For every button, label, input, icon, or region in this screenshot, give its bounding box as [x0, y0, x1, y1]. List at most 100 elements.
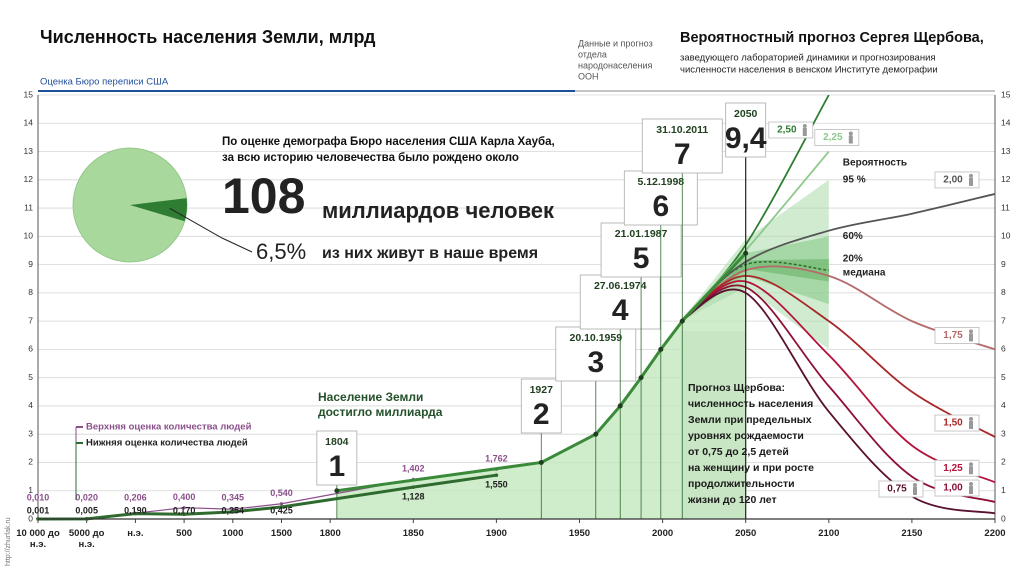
person-icon: [848, 135, 853, 144]
y-tick-label: 1: [1001, 485, 1006, 495]
milestone-date: 2050: [734, 108, 758, 120]
milestone-date: 1804: [325, 436, 349, 448]
milestone-date: 5.12.1998: [637, 176, 684, 188]
person-icon: [969, 482, 973, 487]
milestone-date: 21.01.1987: [615, 228, 668, 240]
legend-label: Нижняя оценка количества людей: [86, 438, 248, 449]
un-label: Данные и прогноз: [578, 38, 653, 48]
pie-value-label: 6,5%: [256, 239, 306, 264]
value-label: 0,345: [222, 492, 245, 502]
y-tick-label: 14: [1001, 118, 1011, 128]
person-icon: [969, 421, 973, 430]
y-tick-label: 10: [1001, 231, 1011, 241]
scenario-label: 2,25: [823, 132, 843, 143]
chart-title: Численность населения Земли, млрд: [40, 27, 376, 47]
y-tick-label: 11: [24, 202, 33, 212]
history-point: [494, 473, 499, 477]
y-tick-label: 11: [1001, 202, 1010, 212]
milestone-value: 7: [674, 138, 691, 171]
scenario-box: [934, 326, 980, 344]
y-tick-label: 6: [1001, 344, 1006, 354]
value-label: 0,170: [173, 505, 196, 515]
value-label: 0,254: [222, 505, 245, 515]
y-tick-label: 5: [28, 372, 33, 382]
scenario-box: [934, 414, 980, 432]
milestone-date: 20.10.1959: [570, 332, 623, 344]
scenario-box: [934, 171, 980, 189]
y-tick-label: 3: [28, 428, 33, 438]
forecast-note: жизни до 120 лет: [687, 494, 777, 506]
y-tick-label: 8: [28, 287, 33, 297]
y-tick-label: 12: [1001, 174, 1011, 184]
person-icon: [802, 128, 807, 136]
y-tick-label: 14: [24, 118, 34, 128]
scenario-label: 2,00: [943, 175, 963, 186]
milestone-date: 27.06.1974: [594, 280, 647, 292]
y-tick-label: 0: [28, 513, 33, 523]
milestone-box: [555, 326, 637, 382]
forecast-note: от 0,75 до 2,5 детей: [688, 446, 789, 458]
y-tick-label: 7: [28, 315, 33, 325]
y-tick-label: 10: [24, 231, 34, 241]
value-label: 0,010: [27, 492, 50, 502]
value-label: 0,005: [75, 505, 98, 515]
x-tick-label: 2100: [818, 528, 840, 539]
y-tick-label: 9: [1001, 259, 1006, 269]
person-icon: [969, 462, 973, 467]
band-label: 60%: [843, 231, 863, 242]
milestone-box: [641, 118, 723, 174]
milestone-value: 5: [633, 242, 650, 275]
x-tick-label: 1950: [568, 528, 591, 539]
value-label: 0,020: [75, 492, 98, 502]
pie-slice: [130, 198, 187, 222]
x-tick-label: 1000: [222, 528, 244, 539]
milestone-box: [600, 222, 682, 278]
person-icon: [802, 124, 807, 128]
forecast-subtitle: численности населения в венском Институт…: [680, 65, 938, 76]
value-label: 1,762: [485, 454, 508, 464]
forecast-line: [680, 288, 995, 515]
x-tick-label: 1800: [319, 528, 341, 539]
forecast-note: Земли при предельных: [688, 414, 812, 426]
value-label: 0,206: [124, 492, 147, 502]
milestone-point: [743, 250, 749, 256]
x-tick-label: 1500: [270, 528, 293, 539]
forecast-line: [680, 284, 995, 503]
y-tick-label: 5: [1001, 372, 1006, 382]
census-label: Оценка Бюро переписи США: [40, 77, 169, 88]
history-point: [182, 506, 186, 510]
scenario-box: [878, 480, 924, 498]
milestone-point: [638, 375, 644, 381]
scenario-box: [768, 121, 814, 139]
pie-leader: [169, 207, 253, 253]
person-icon: [913, 483, 917, 487]
scenario-label: 1,00: [943, 483, 963, 494]
y-tick-label: 12: [24, 174, 34, 184]
forecast-note: численность населения: [688, 398, 813, 410]
un-label: ООН: [578, 71, 599, 81]
scenario-box: [934, 459, 980, 477]
x-tick-label: 500: [176, 528, 193, 539]
scenario-box: [814, 129, 860, 146]
person-icon: [969, 486, 973, 495]
y-tick-label: 3: [1001, 428, 1006, 438]
milestone-point: [593, 431, 599, 437]
milestone-value: 6: [652, 190, 669, 223]
history-point: [411, 485, 416, 489]
forecast-line: [680, 275, 995, 438]
y-tick-label: 2: [1001, 457, 1006, 467]
person-icon: [969, 417, 973, 422]
probability-band: [680, 236, 829, 322]
x-tick-label: 2050: [735, 528, 757, 539]
forecast-line: [680, 280, 995, 484]
milestone-point: [617, 403, 623, 409]
y-tick-label: 2: [28, 457, 33, 467]
person-icon: [969, 173, 973, 178]
x-tick-label: н.э.: [127, 528, 144, 539]
legend-label: Верхняя оценка количества людей: [86, 422, 252, 433]
person-icon: [913, 487, 917, 495]
history-point: [133, 511, 138, 516]
probability-title: Вероятность: [843, 157, 907, 168]
forecast-note: на женщину и при росте: [688, 462, 814, 474]
